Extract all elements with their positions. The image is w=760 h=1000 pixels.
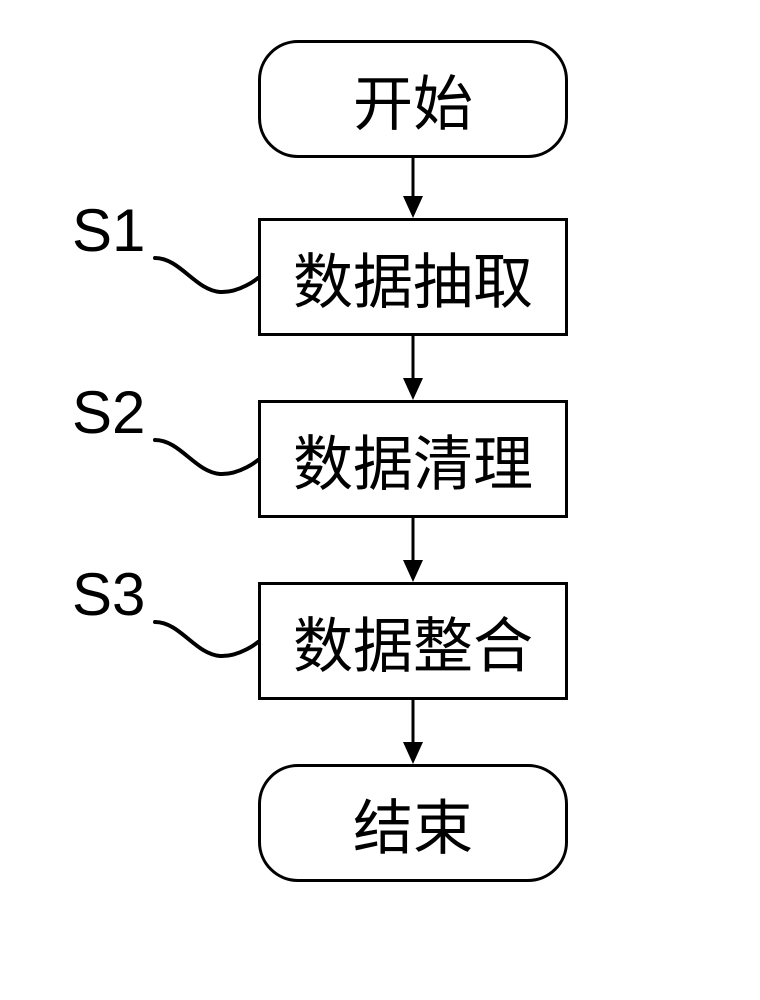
flowchart-canvas: 开始 数据抽取 数据清理 数据整合 结束 S1 S2 S3 [0,0,760,1000]
callout-curve-s3 [0,0,760,1000]
